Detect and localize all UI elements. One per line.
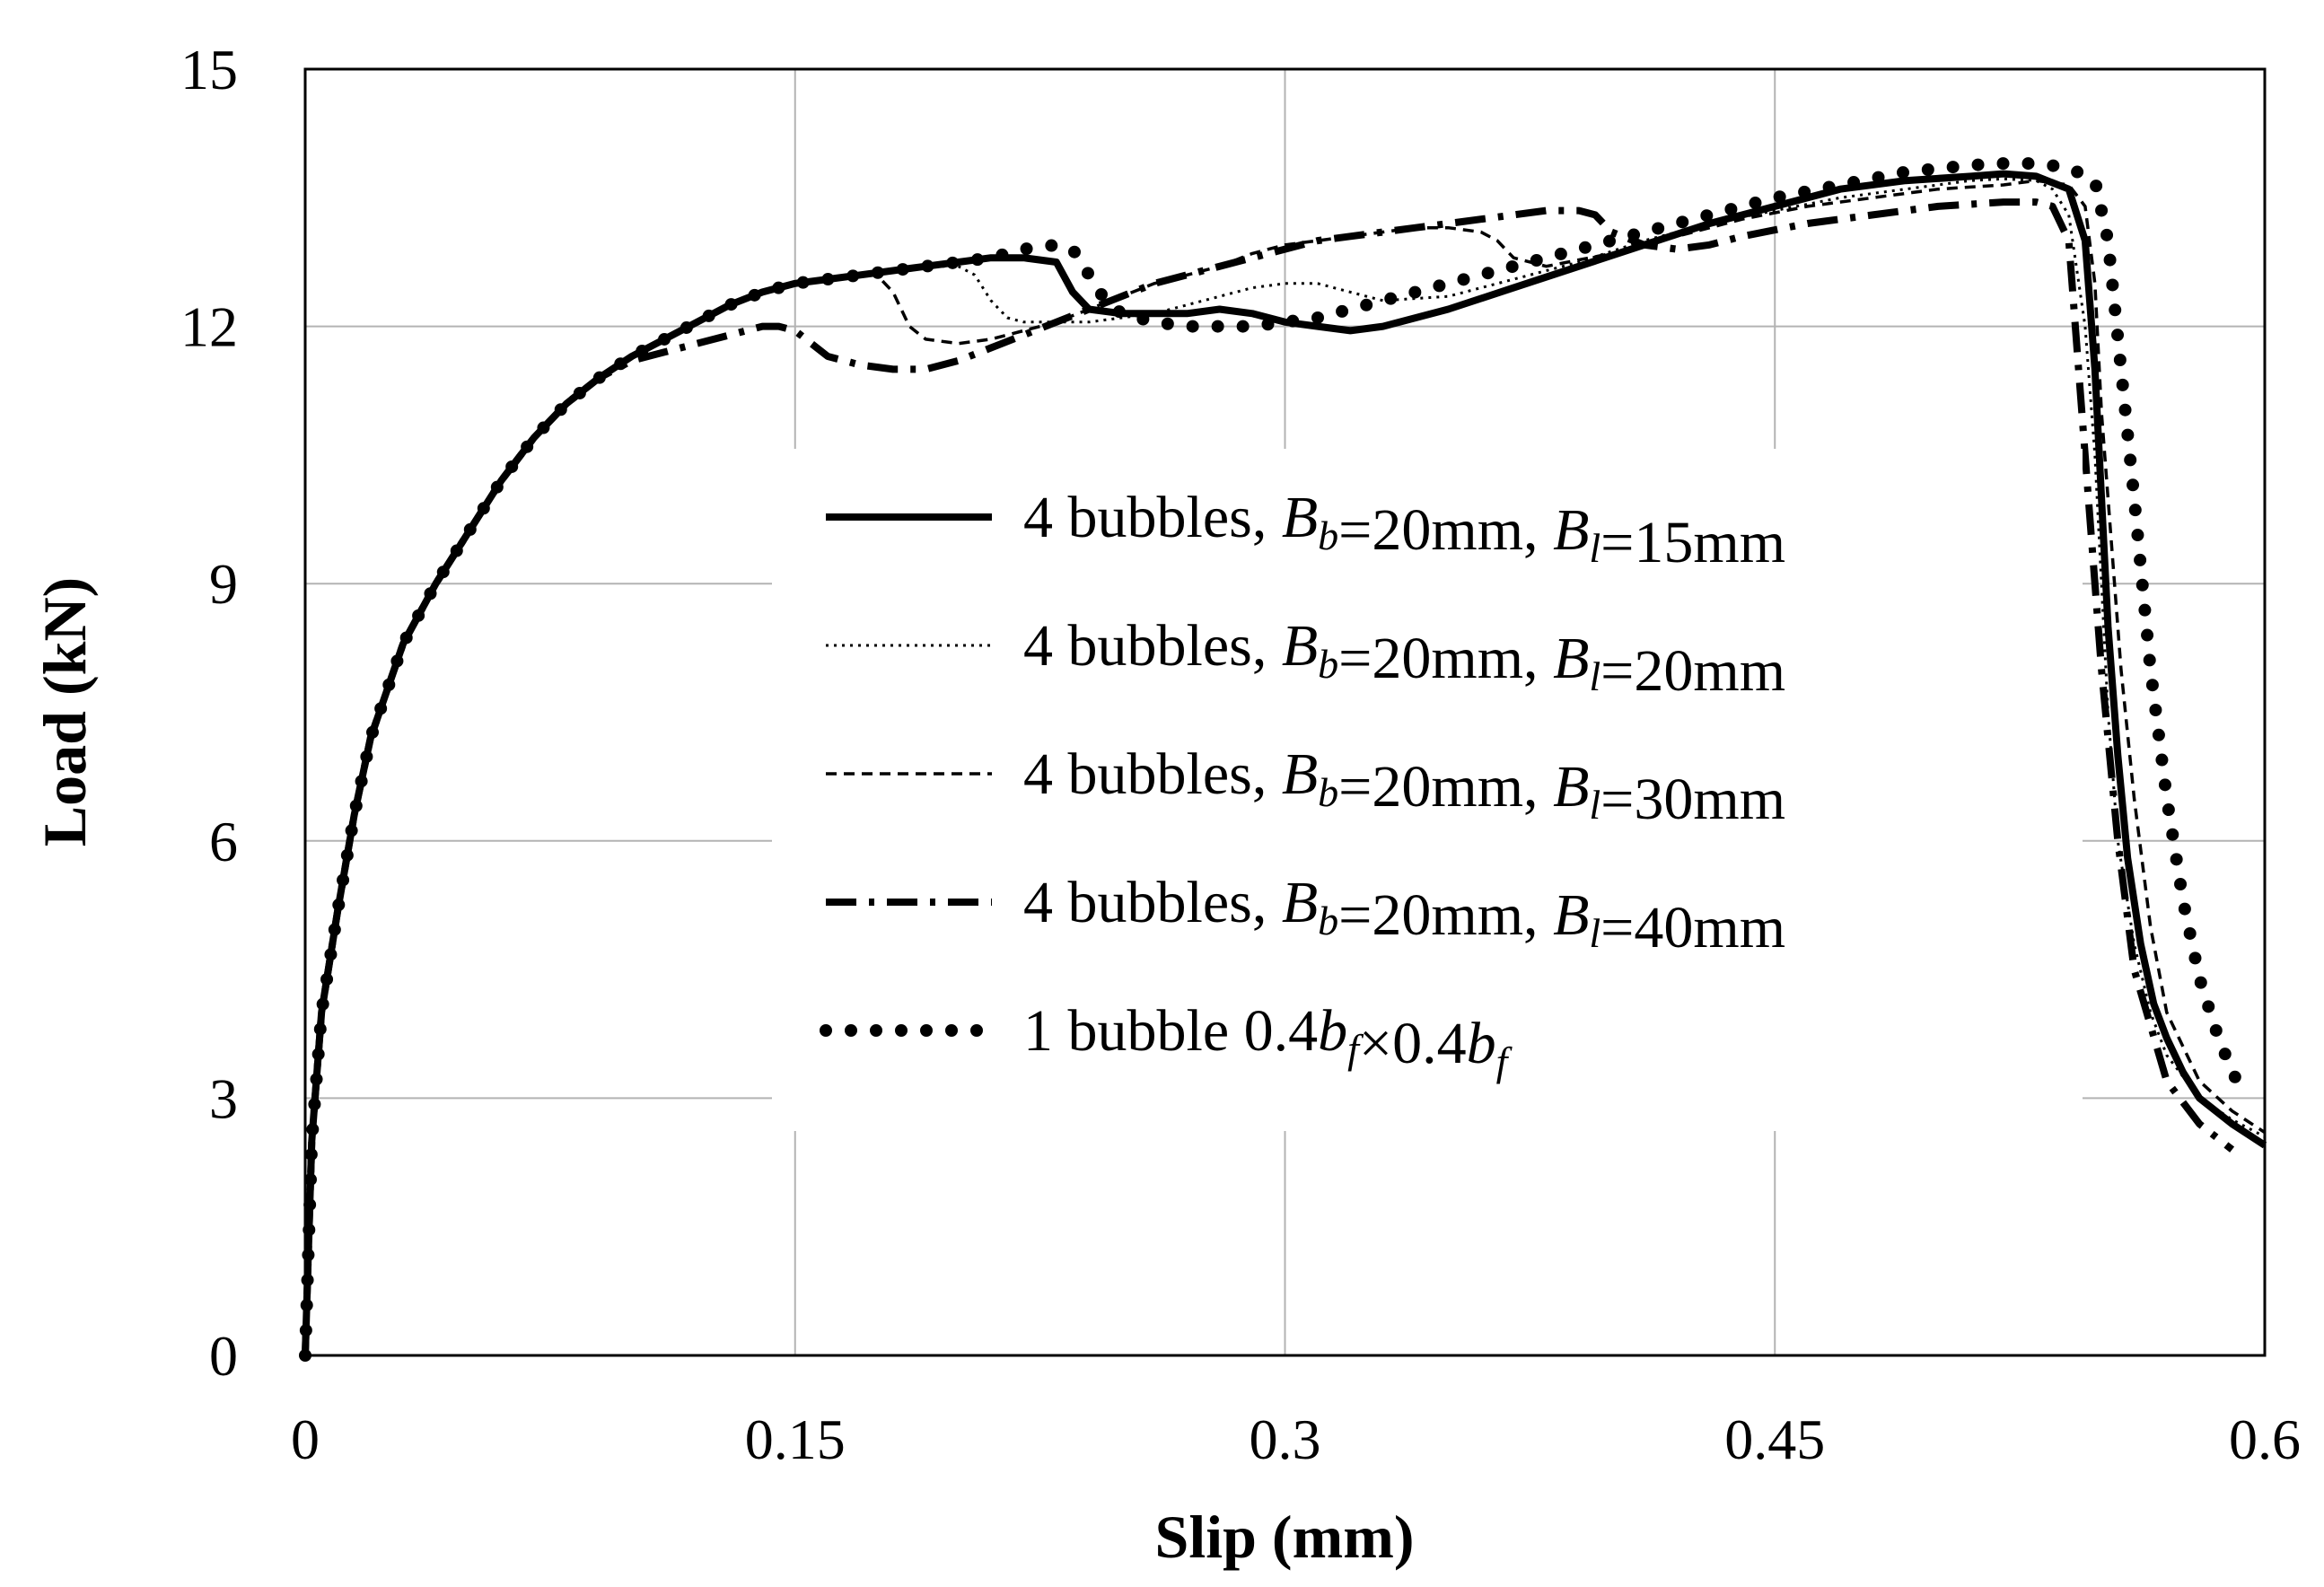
x-tick-label: 0.15 bbox=[745, 1407, 846, 1471]
y-tick-label: 15 bbox=[180, 38, 238, 101]
y-tick-label: 3 bbox=[209, 1066, 238, 1130]
x-tick-label: 0.45 bbox=[1724, 1407, 1825, 1471]
data-series bbox=[299, 157, 2267, 1362]
legend-label-2: 4 bubbles, Bb=20mm, Bl=20mm bbox=[1023, 613, 1785, 704]
x-tick-label: 0.3 bbox=[1250, 1407, 1321, 1471]
legend-item: 4 bubbles, Bb=20mm, Bl=15mm bbox=[826, 485, 1785, 575]
y-tick-label: 0 bbox=[209, 1324, 238, 1388]
legend-label-3: 4 bubbles, Bb=20mm, Bl=30mm bbox=[1023, 741, 1785, 832]
series-line-2 bbox=[303, 177, 2266, 1356]
plot-area-frame bbox=[303, 67, 2267, 1357]
y-tick-label: 6 bbox=[209, 810, 238, 873]
x-tick-label: 0.6 bbox=[2229, 1407, 2301, 1471]
legend-item: 4 bubbles, Bb=20mm, Bl=40mm bbox=[826, 870, 1785, 960]
x-tick-label: 0 bbox=[291, 1407, 320, 1471]
x-axis-title: Slip (mm) bbox=[1155, 1503, 1415, 1571]
legend: 4 bubbles, Bb=20mm, Bl=15mm 4 bubbles, Bb… bbox=[772, 449, 2083, 1131]
legend-item: 4 bubbles, Bb=20mm, Bl=30mm bbox=[826, 741, 1785, 832]
legend-label-1: 4 bubbles, Bb=20mm, Bl=15mm bbox=[1023, 485, 1785, 575]
y-axis-title: Load (kN) bbox=[31, 577, 99, 846]
legend-background bbox=[772, 449, 2083, 1131]
legend-item: 4 bubbles, Bb=20mm, Bl=20mm bbox=[826, 613, 1785, 704]
y-tick-label: 12 bbox=[180, 295, 238, 359]
legend-label-4: 4 bubbles, Bb=20mm, Bl=40mm bbox=[1023, 870, 1785, 960]
x-axis-tick-labels: 0 0.15 0.3 0.45 0.6 bbox=[291, 1407, 2301, 1471]
y-axis-tick-labels: 0 3 6 9 12 15 bbox=[180, 38, 238, 1388]
y-tick-label: 9 bbox=[209, 552, 238, 616]
series-line-5 bbox=[299, 157, 2255, 1362]
